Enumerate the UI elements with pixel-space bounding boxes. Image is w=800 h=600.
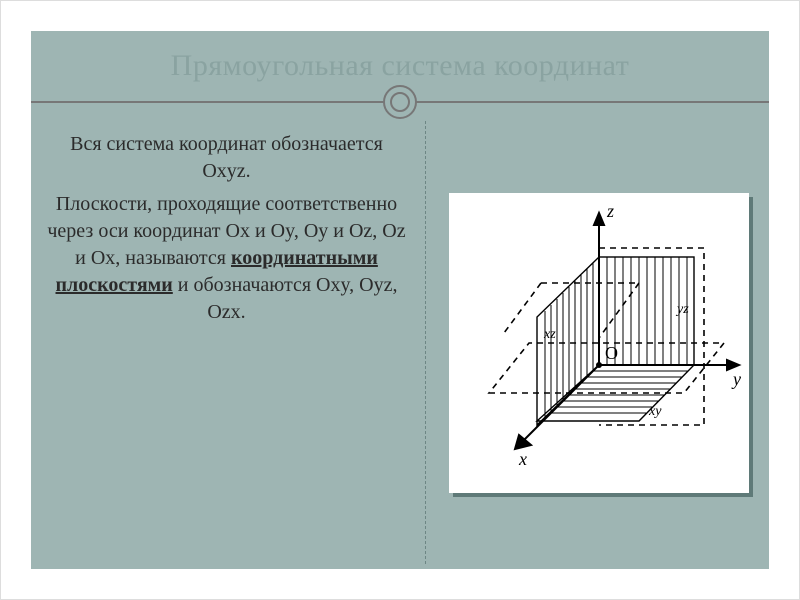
body-area: Вся система координат обозначается Oxyz.… (46, 131, 754, 554)
figure-column: z y x O yz xy xz (444, 131, 754, 554)
slide-title: Прямоугольная система координат (1, 49, 799, 83)
paragraph-2: Плоскости, проходящие соответственно чер… (46, 191, 407, 326)
text-column: Вся система координат обозначается Oxyz.… (46, 131, 407, 554)
divider-circle-inner (390, 92, 410, 112)
vertical-divider (425, 121, 426, 564)
figure-shadow (449, 193, 749, 493)
coordinate-planes-figure: z y x O yz xy xz (449, 193, 749, 493)
paragraph-1: Вся система координат обозначается Oxyz. (46, 131, 407, 185)
title-area: Прямоугольная система координат (1, 49, 799, 83)
para2-part-c: и обозначаются Oxy, Oyz, Ozx. (173, 274, 398, 323)
slide: Прямоугольная система координат Вся сист… (0, 0, 800, 600)
